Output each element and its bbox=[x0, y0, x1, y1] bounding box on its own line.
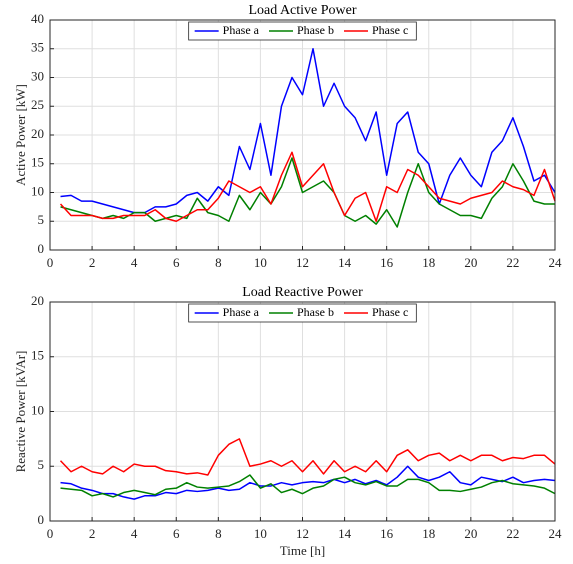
x-tick-label: 6 bbox=[173, 526, 180, 541]
x-tick-label: 2 bbox=[89, 255, 96, 270]
axes-box bbox=[49, 19, 556, 251]
legend-label: Phase c bbox=[372, 305, 408, 319]
y-tick-label: 40 bbox=[31, 11, 44, 26]
y-tick-label: 0 bbox=[38, 512, 45, 527]
series-line bbox=[60, 465, 556, 500]
x-tick-label: 12 bbox=[296, 526, 309, 541]
x-tick-label: 14 bbox=[338, 255, 352, 270]
x-axis-label: Time [h] bbox=[280, 543, 325, 558]
x-tick-label: 4 bbox=[131, 526, 138, 541]
y-tick-label: 5 bbox=[38, 212, 45, 227]
x-tick-label: 22 bbox=[506, 255, 519, 270]
legend-label: Phase c bbox=[372, 23, 408, 37]
legend-label: Phase a bbox=[223, 23, 260, 37]
y-tick-label: 15 bbox=[31, 348, 44, 363]
y-tick-label: 5 bbox=[38, 457, 45, 472]
y-tick-label: 35 bbox=[31, 40, 44, 55]
x-tick-label: 12 bbox=[296, 255, 309, 270]
x-tick-label: 0 bbox=[47, 526, 54, 541]
series-line bbox=[60, 48, 556, 214]
y-axis-label: Reactive Power [kVAr] bbox=[13, 351, 28, 473]
legend-box bbox=[188, 21, 417, 41]
x-tick-label: 24 bbox=[549, 526, 563, 541]
y-tick-label: 20 bbox=[31, 293, 44, 308]
x-tick-label: 0 bbox=[47, 255, 54, 270]
x-tick-label: 16 bbox=[380, 526, 394, 541]
chart-title: Load Active Power bbox=[248, 3, 356, 18]
series-line bbox=[59, 438, 556, 476]
y-tick-label: 10 bbox=[31, 183, 44, 198]
y-tick-label: 0 bbox=[38, 241, 45, 256]
y-tick-label: 30 bbox=[31, 68, 44, 83]
axes-box bbox=[49, 301, 556, 522]
x-tick-label: 8 bbox=[215, 526, 222, 541]
series-line bbox=[60, 474, 556, 498]
legend-box bbox=[188, 303, 417, 323]
x-tick-label: 18 bbox=[422, 255, 435, 270]
x-tick-label: 20 bbox=[464, 255, 477, 270]
x-tick-label: 24 bbox=[549, 255, 563, 270]
legend-label: Phase b bbox=[297, 23, 334, 37]
legend-label: Phase a bbox=[223, 305, 260, 319]
x-tick-label: 18 bbox=[422, 526, 435, 541]
x-tick-label: 2 bbox=[89, 526, 96, 541]
x-tick-label: 22 bbox=[506, 526, 519, 541]
y-tick-label: 20 bbox=[31, 126, 44, 141]
chart-title: Load Reactive Power bbox=[242, 285, 363, 300]
x-tick-label: 10 bbox=[254, 255, 267, 270]
y-tick-label: 25 bbox=[31, 97, 44, 112]
y-axis-label: Active Power [kW] bbox=[13, 84, 28, 186]
y-tick-label: 10 bbox=[31, 402, 44, 417]
x-tick-label: 16 bbox=[380, 255, 394, 270]
y-tick-label: 15 bbox=[31, 155, 44, 170]
x-tick-label: 8 bbox=[215, 255, 222, 270]
legend: Phase a Phase b Phase c bbox=[188, 303, 417, 323]
legend: Phase a Phase b Phase c bbox=[188, 21, 417, 41]
x-tick-label: 14 bbox=[338, 526, 352, 541]
series-line bbox=[59, 151, 556, 222]
legend-label: Phase b bbox=[297, 305, 334, 319]
series-line bbox=[60, 157, 555, 228]
x-tick-label: 10 bbox=[254, 526, 267, 541]
x-tick-label: 4 bbox=[131, 255, 138, 270]
x-tick-label: 6 bbox=[173, 255, 180, 270]
x-tick-label: 20 bbox=[464, 526, 477, 541]
